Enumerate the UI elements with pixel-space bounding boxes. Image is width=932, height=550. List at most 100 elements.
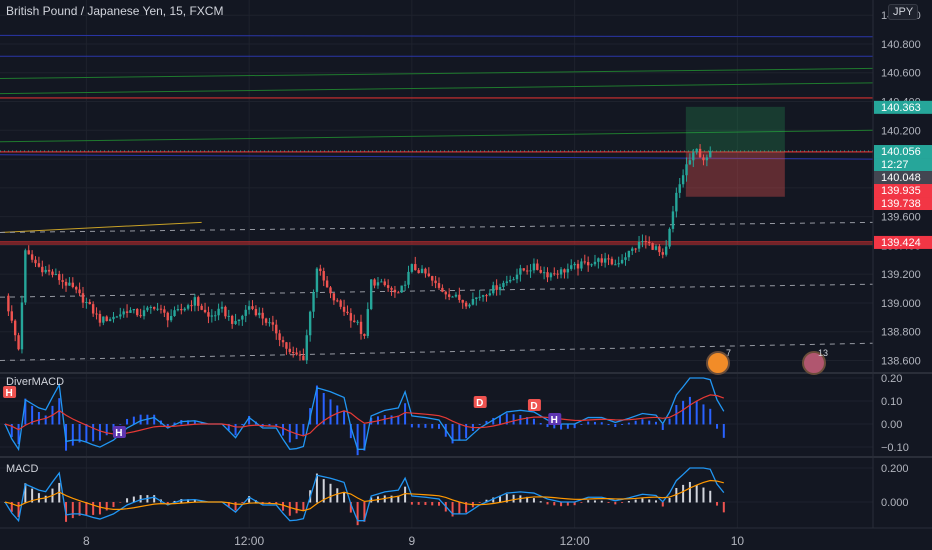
- candle-body[interactable]: [91, 304, 95, 314]
- candle-body[interactable]: [342, 306, 346, 312]
- candle-body[interactable]: [24, 250, 27, 303]
- candle-body[interactable]: [658, 246, 661, 253]
- trend-line[interactable]: [0, 129, 874, 143]
- candle-body[interactable]: [47, 269, 51, 272]
- candle-body[interactable]: [88, 302, 91, 305]
- candle-body[interactable]: [268, 322, 271, 324]
- candle-body[interactable]: [224, 306, 227, 317]
- candle-body[interactable]: [481, 295, 485, 297]
- currency-button[interactable]: JPY: [888, 4, 919, 20]
- candle-body[interactable]: [471, 299, 475, 305]
- candle-body[interactable]: [132, 308, 136, 311]
- candle-body[interactable]: [451, 296, 454, 298]
- candle-body[interactable]: [254, 308, 258, 316]
- candle-body[interactable]: [54, 274, 58, 276]
- candle-body[interactable]: [492, 285, 495, 294]
- candle-body[interactable]: [329, 287, 332, 294]
- candle-body[interactable]: [61, 280, 64, 282]
- candle-body[interactable]: [339, 300, 342, 307]
- candle-body[interactable]: [519, 268, 522, 275]
- candle-body[interactable]: [603, 258, 607, 263]
- candle-body[interactable]: [397, 292, 400, 294]
- candle-body[interactable]: [393, 289, 397, 293]
- candle-body[interactable]: [488, 293, 492, 296]
- candle-body[interactable]: [183, 308, 186, 311]
- candle-body[interactable]: [661, 252, 664, 255]
- candle-body[interactable]: [434, 280, 437, 284]
- candle-body[interactable]: [302, 355, 305, 361]
- candle-body[interactable]: [709, 150, 712, 158]
- candle-body[interactable]: [400, 285, 403, 293]
- trend-line[interactable]: [0, 154, 874, 160]
- divergence-marker[interactable]: [473, 396, 487, 408]
- candle-body[interactable]: [610, 258, 614, 265]
- candle-body[interactable]: [671, 211, 675, 229]
- candle-body[interactable]: [125, 311, 129, 313]
- candle-body[interactable]: [685, 164, 688, 176]
- candle-body[interactable]: [37, 263, 41, 267]
- candle-body[interactable]: [159, 308, 163, 310]
- candle-body[interactable]: [627, 250, 631, 258]
- candle-body[interactable]: [81, 293, 85, 303]
- candle-body[interactable]: [597, 258, 600, 262]
- candle-body[interactable]: [512, 279, 515, 281]
- candle-body[interactable]: [522, 268, 525, 271]
- candle-body[interactable]: [288, 348, 292, 352]
- candle-body[interactable]: [353, 320, 356, 322]
- candle-body[interactable]: [207, 312, 210, 317]
- divergence-marker[interactable]: [548, 413, 562, 425]
- candle-body[interactable]: [532, 263, 536, 271]
- candle-body[interactable]: [258, 312, 261, 316]
- candle-body[interactable]: [644, 241, 648, 243]
- macd-pane[interactable]: [4, 467, 725, 526]
- candle-body[interactable]: [376, 282, 380, 286]
- candle-body[interactable]: [173, 310, 176, 317]
- candle-body[interactable]: [485, 295, 488, 297]
- candle-body[interactable]: [651, 243, 654, 250]
- candle-body[interactable]: [264, 318, 268, 323]
- candle-body[interactable]: [688, 160, 692, 165]
- candle-body[interactable]: [563, 269, 566, 273]
- candle-body[interactable]: [51, 271, 54, 275]
- candle-body[interactable]: [139, 315, 142, 317]
- candle-body[interactable]: [332, 293, 336, 301]
- candle-body[interactable]: [380, 281, 383, 283]
- candle-body[interactable]: [129, 310, 132, 313]
- candle-body[interactable]: [641, 241, 644, 243]
- candle-body[interactable]: [495, 285, 498, 290]
- candle-body[interactable]: [176, 309, 180, 311]
- candle-body[interactable]: [559, 269, 563, 275]
- candle-body[interactable]: [454, 294, 458, 297]
- candle-body[interactable]: [275, 324, 278, 334]
- candle-body[interactable]: [315, 268, 319, 292]
- candle-body[interactable]: [349, 313, 353, 321]
- candle-body[interactable]: [369, 279, 373, 310]
- candle-body[interactable]: [105, 316, 108, 322]
- candle-body[interactable]: [607, 258, 610, 260]
- candle-body[interactable]: [247, 306, 251, 310]
- candle-body[interactable]: [576, 263, 580, 269]
- candle-body[interactable]: [336, 300, 339, 302]
- candle-body[interactable]: [475, 297, 478, 300]
- candle-body[interactable]: [217, 308, 220, 316]
- candle-body[interactable]: [705, 157, 709, 161]
- candle-body[interactable]: [478, 296, 481, 298]
- candle-body[interactable]: [444, 291, 447, 295]
- candle-body[interactable]: [305, 335, 308, 361]
- candle-body[interactable]: [509, 279, 512, 282]
- position-target-zone[interactable]: [685, 106, 785, 153]
- candle-body[interactable]: [136, 308, 139, 316]
- divergence-marker[interactable]: [112, 426, 126, 438]
- candle-body[interactable]: [312, 291, 315, 312]
- candle-body[interactable]: [319, 268, 322, 272]
- trend-line[interactable]: [0, 67, 874, 79]
- candle-body[interactable]: [237, 319, 241, 322]
- candle-body[interactable]: [620, 259, 624, 264]
- candle-body[interactable]: [156, 308, 159, 310]
- candle-body[interactable]: [505, 281, 509, 283]
- divermacd-pane[interactable]: H H D D H: [3, 377, 725, 456]
- candle-body[interactable]: [214, 315, 217, 317]
- candle-body[interactable]: [631, 248, 634, 251]
- candle-body[interactable]: [13, 320, 17, 336]
- candle-body[interactable]: [407, 271, 410, 285]
